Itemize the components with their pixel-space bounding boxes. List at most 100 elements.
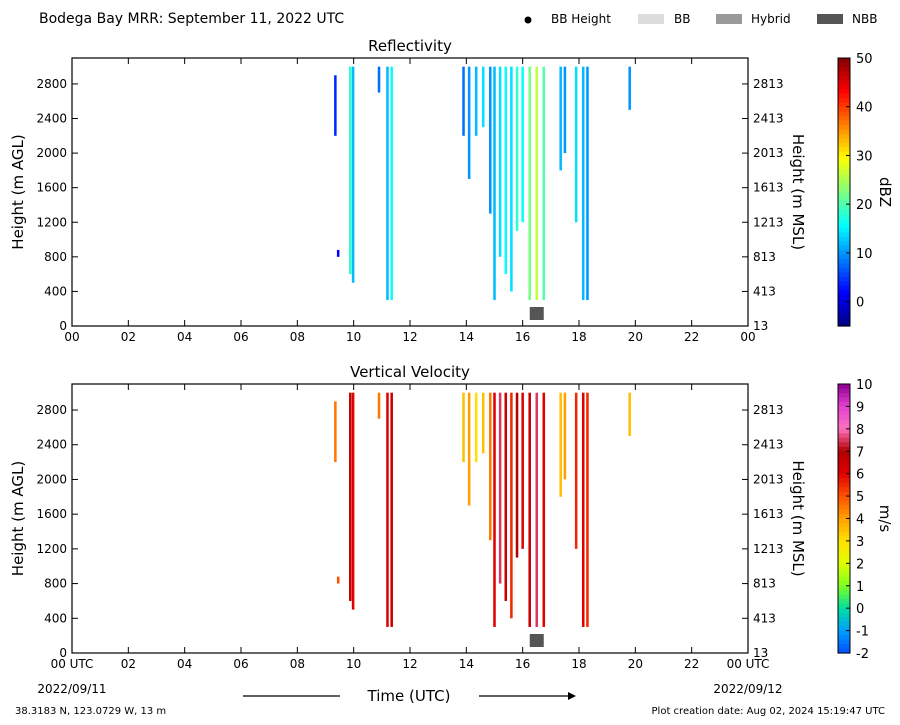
legend-label: Hybrid xyxy=(751,12,791,26)
end-date: 2022/09/12 xyxy=(713,682,782,696)
legend-swatch-hybrid xyxy=(716,14,742,24)
colorbar-segment xyxy=(838,599,850,605)
legend-label: NBB xyxy=(852,12,877,26)
colorbar-segment xyxy=(838,205,850,211)
data-column xyxy=(515,66,519,231)
legend-marker-dot xyxy=(524,16,532,24)
colorbar-segment xyxy=(838,464,850,470)
y-tick-label: 1600 xyxy=(36,181,67,195)
colorbar-segment xyxy=(838,540,850,546)
data-column xyxy=(377,66,381,93)
colorbar-segment xyxy=(838,626,850,632)
colorbar-segment xyxy=(838,272,850,278)
y-tick-label-right: 1613 xyxy=(753,181,784,195)
y-tick-label: 2400 xyxy=(36,112,67,126)
y-tick-label: 800 xyxy=(44,250,67,264)
colorbar-segment xyxy=(838,299,850,305)
data-column xyxy=(377,392,381,419)
data-column xyxy=(386,66,389,301)
colorbar-segment xyxy=(838,84,850,90)
bright-band-marker xyxy=(529,634,544,647)
y-tick-label: 0 xyxy=(59,319,67,333)
colorbar-tick-label: 20 xyxy=(856,198,873,213)
colorbar-tick-label: 50 xyxy=(856,52,873,67)
colorbar-segment xyxy=(838,196,850,202)
legend-swatch-bb xyxy=(638,14,664,24)
legend-label: BB xyxy=(674,12,690,26)
colorbar-segment xyxy=(838,455,850,461)
data-column xyxy=(334,401,337,463)
colorbar-segment xyxy=(838,312,850,318)
colorbar-segment xyxy=(838,236,850,242)
colorbar-segment xyxy=(838,169,850,175)
colorbar-tick-label: 0 xyxy=(856,296,864,311)
colorbar-tick-label: 1 xyxy=(856,580,864,595)
colorbar-segment xyxy=(838,608,850,614)
colorbar-segment xyxy=(838,518,850,524)
data-column xyxy=(489,66,492,214)
y-tick-label-right: 1213 xyxy=(753,542,784,556)
colorbar-segment xyxy=(838,630,850,636)
colorbar-segment xyxy=(838,116,850,122)
y-tick-label-right: 13 xyxy=(753,646,768,660)
colorbar-tick-label: 40 xyxy=(856,101,873,116)
y-tick-label: 1200 xyxy=(36,215,67,229)
plot-frame xyxy=(71,57,749,327)
colorbar-segment xyxy=(838,437,850,443)
colorbar-segment xyxy=(838,401,850,408)
colorbar-segment xyxy=(838,487,850,493)
y-tick-label-right: 2013 xyxy=(753,146,784,160)
data-column xyxy=(493,392,496,627)
colorbar-segment xyxy=(838,107,850,113)
colorbar-segment xyxy=(838,71,850,77)
data-column xyxy=(521,392,524,549)
data-column xyxy=(498,392,502,584)
x-tick-label: 10 xyxy=(346,330,361,344)
colorbar-segment xyxy=(838,558,850,564)
colorbar-segment xyxy=(838,581,850,587)
colorbar-segment xyxy=(838,514,850,520)
data-column xyxy=(336,576,340,584)
colorbar-segment xyxy=(838,98,850,104)
y-tick-label-right: 1213 xyxy=(753,215,784,229)
y-axis-label-right: Height (m MSL) xyxy=(789,460,807,576)
colorbar-segment xyxy=(838,58,850,64)
colorbar-segment xyxy=(838,209,850,215)
data-column xyxy=(481,392,485,454)
colorbar-segment xyxy=(838,563,850,569)
colorbar-segment xyxy=(838,410,850,416)
colorbar-tick-label: 3 xyxy=(856,535,864,550)
y-tick-label: 2000 xyxy=(36,472,67,486)
data-column xyxy=(542,66,546,301)
colorbar-segment xyxy=(838,469,850,475)
colorbar-segment xyxy=(838,491,850,497)
colorbar-segment xyxy=(838,536,850,542)
colorbar-tick-label: 4 xyxy=(856,513,864,528)
colorbar-segment xyxy=(838,102,850,108)
x-tick-label: 22 xyxy=(684,330,699,344)
colorbar-segment xyxy=(838,635,850,641)
x-tick-label: 00 UTC xyxy=(51,657,94,671)
colorbar-segment xyxy=(838,392,850,399)
colorbar-segment xyxy=(838,576,850,582)
data-column xyxy=(574,66,578,223)
colorbar-segment xyxy=(838,254,850,260)
y-tick-label: 2000 xyxy=(36,146,67,160)
colorbar-segment xyxy=(838,567,850,573)
colorbar-segment xyxy=(838,250,850,256)
colorbar-tick-label: -1 xyxy=(856,625,869,640)
x-tick-label: 00 xyxy=(740,330,755,344)
creation-date-text: Plot creation date: Aug 02, 2024 15:19:4… xyxy=(652,706,885,717)
colorbar-segment xyxy=(838,612,850,618)
y-tick-label-right: 2813 xyxy=(753,77,784,91)
colorbar-tick-label: 0 xyxy=(856,602,864,617)
bright-band-marker xyxy=(529,307,544,320)
colorbar-segment xyxy=(838,545,850,551)
colorbar-segment xyxy=(838,415,850,421)
colorbar-tick-label: 10 xyxy=(856,247,873,262)
colorbar-segment xyxy=(838,125,850,131)
colorbar-segment xyxy=(838,267,850,273)
plot-frame xyxy=(71,383,749,654)
colorbar-segment xyxy=(838,192,850,198)
